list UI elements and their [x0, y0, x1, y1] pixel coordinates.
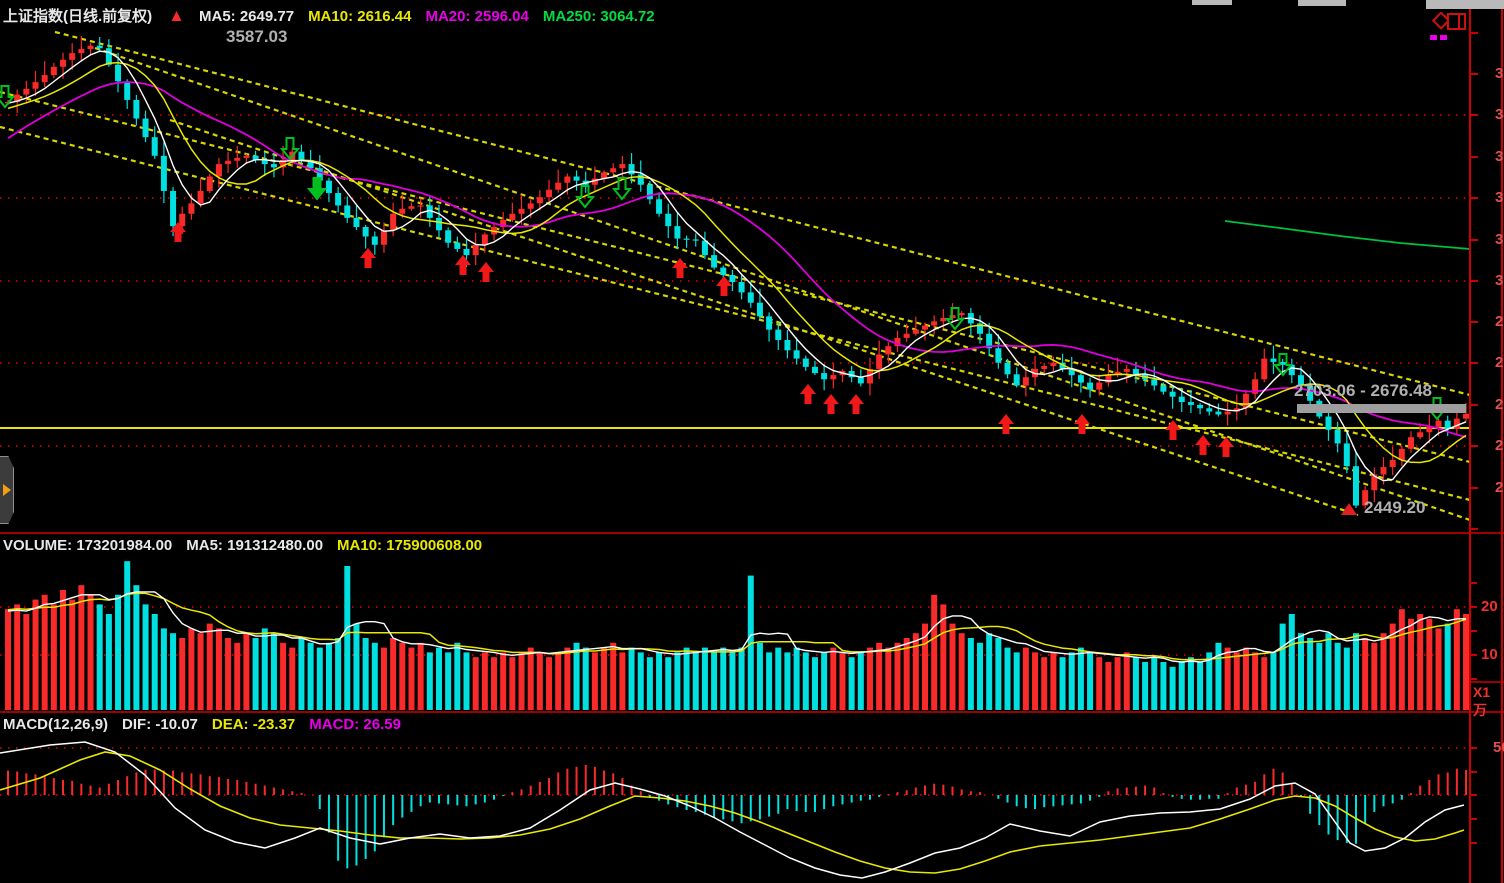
split-window-icon[interactable]	[1446, 12, 1468, 32]
axis-label: 3000	[1495, 272, 1504, 289]
volume-readout: VOLUME: 173201984.00	[3, 537, 173, 554]
ma250-readout: MA250: 3064.72	[542, 8, 655, 25]
window-chrome-fragment	[1298, 0, 1346, 6]
axis-label: 3400	[1495, 106, 1504, 123]
peak-price-label: 3587.03	[226, 27, 288, 46]
volume-unit-label: X1万	[1473, 684, 1491, 718]
axis-label: 3300	[1495, 148, 1504, 165]
axis-label: 10	[1481, 646, 1498, 663]
axis-label: 3200	[1495, 189, 1504, 206]
axis-label: 50	[1493, 739, 1504, 756]
symbol-title: 上证指数(日线.前复权)	[3, 8, 153, 25]
expand-right-icon	[3, 484, 11, 496]
axis-label: 2600	[1495, 437, 1504, 454]
volume-ma10-readout: MA10: 175900608.00	[337, 537, 483, 554]
macd-header: MACD(12,26,9) DIF: -10.07 DEA: -23.37 MACD:…	[3, 716, 415, 733]
macd-readout: MACD: 26.59	[309, 716, 401, 733]
magenta-dots-icon	[1430, 35, 1447, 40]
axis-label: 2500	[1495, 479, 1504, 496]
macd-formula: MACD(12,26,9)	[3, 716, 109, 733]
price-range-highlight-bar	[1297, 404, 1466, 413]
axis-label: 2900	[1495, 313, 1504, 330]
axis-label: 2800	[1495, 354, 1504, 371]
axis-label: 3500	[1495, 65, 1504, 82]
ma10-readout: MA10: 2616.44	[308, 8, 412, 25]
diamond-tool-icon[interactable]	[1425, 12, 1447, 34]
up-arrow-icon: ▲	[168, 6, 185, 25]
dif-readout: DIF: -10.07	[122, 716, 198, 733]
trough-price-label: 2449.20	[1364, 498, 1426, 517]
window-chrome-fragment	[1192, 0, 1232, 5]
sidebar-expander-tab[interactable]	[0, 456, 14, 524]
ma20-readout: MA20: 2596.04	[425, 8, 529, 25]
main-chart-header: 上证指数(日线.前复权) ▲ MA5: 2649.77 MA10: 2616.44 MA…	[3, 5, 669, 26]
volume-ma5-readout: MA5: 191312480.00	[186, 537, 324, 554]
axis-label: 3100	[1495, 231, 1504, 248]
window-chrome-fragment	[1426, 0, 1504, 9]
dea-readout: DEA: -23.37	[211, 716, 296, 733]
axis-label: 20	[1481, 598, 1498, 615]
volume-header: VOLUME: 173201984.00 MA5: 191312480.00 MA1…	[3, 537, 496, 554]
axis-label: 2700	[1495, 396, 1504, 413]
trough-triangle-marker	[1341, 503, 1357, 515]
ma5-readout: MA5: 2649.77	[199, 8, 295, 25]
price-range-label: 2703.06 - 2676.48	[1294, 381, 1433, 400]
